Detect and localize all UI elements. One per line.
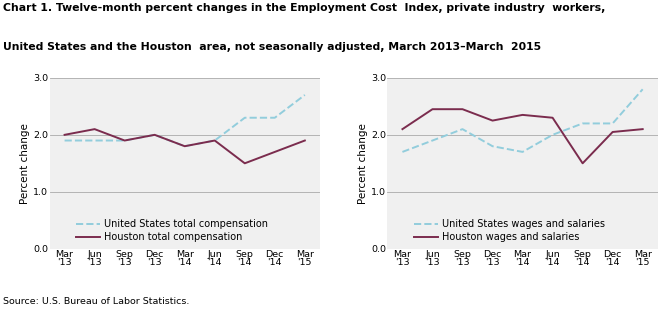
Houston wages and salaries xyxy=(578,161,586,165)
Y-axis label: Percent change: Percent change xyxy=(358,123,368,204)
United States wages and salaries xyxy=(428,139,436,142)
Houston wages and salaries xyxy=(639,127,646,131)
United States wages and salaries xyxy=(609,121,617,125)
United States wages and salaries xyxy=(519,150,527,154)
Houston wages and salaries xyxy=(428,107,436,111)
Legend: United States total compensation, Houston total compensation: United States total compensation, Housto… xyxy=(76,219,268,242)
Text: Chart 1. Twelve-month percent changes in the Employment Cost  Index, private ind: Chart 1. Twelve-month percent changes in… xyxy=(3,3,605,13)
United States total compensation xyxy=(301,93,309,97)
United States total compensation xyxy=(91,139,98,142)
Houston total compensation xyxy=(211,139,219,142)
Houston total compensation xyxy=(151,133,159,137)
Line: United States wages and salaries: United States wages and salaries xyxy=(403,89,642,152)
Houston wages and salaries xyxy=(549,116,557,120)
Houston total compensation xyxy=(241,161,249,165)
Text: Source: U.S. Bureau of Labor Statistics.: Source: U.S. Bureau of Labor Statistics. xyxy=(3,297,190,306)
United States wages and salaries xyxy=(488,144,496,148)
Legend: United States wages and salaries, Houston wages and salaries: United States wages and salaries, Housto… xyxy=(414,219,605,242)
United States total compensation xyxy=(180,144,188,148)
United States wages and salaries xyxy=(459,127,467,131)
Houston wages and salaries xyxy=(609,130,617,134)
Line: Houston total compensation: Houston total compensation xyxy=(65,129,305,163)
Houston total compensation xyxy=(271,150,279,154)
Line: Houston wages and salaries: Houston wages and salaries xyxy=(403,109,642,163)
Houston total compensation xyxy=(61,133,69,137)
Houston total compensation xyxy=(91,127,98,131)
United States wages and salaries xyxy=(639,87,646,91)
Houston wages and salaries xyxy=(488,119,496,122)
Houston total compensation xyxy=(180,144,188,148)
United States wages and salaries xyxy=(578,121,586,125)
United States total compensation xyxy=(241,116,249,120)
United States total compensation xyxy=(151,133,159,137)
Houston total compensation xyxy=(301,139,309,142)
United States wages and salaries xyxy=(399,150,407,154)
Houston wages and salaries xyxy=(399,127,407,131)
Houston wages and salaries xyxy=(459,107,467,111)
United States total compensation xyxy=(271,116,279,120)
Y-axis label: Percent change: Percent change xyxy=(20,123,30,204)
Line: United States total compensation: United States total compensation xyxy=(65,95,305,146)
United States total compensation xyxy=(121,139,129,142)
Houston wages and salaries xyxy=(519,113,527,117)
Houston total compensation xyxy=(121,139,129,142)
Text: United States and the Houston  area, not seasonally adjusted, March 2013–March  : United States and the Houston area, not … xyxy=(3,42,541,52)
United States total compensation xyxy=(211,139,219,142)
United States wages and salaries xyxy=(549,133,557,137)
United States total compensation xyxy=(61,139,69,142)
